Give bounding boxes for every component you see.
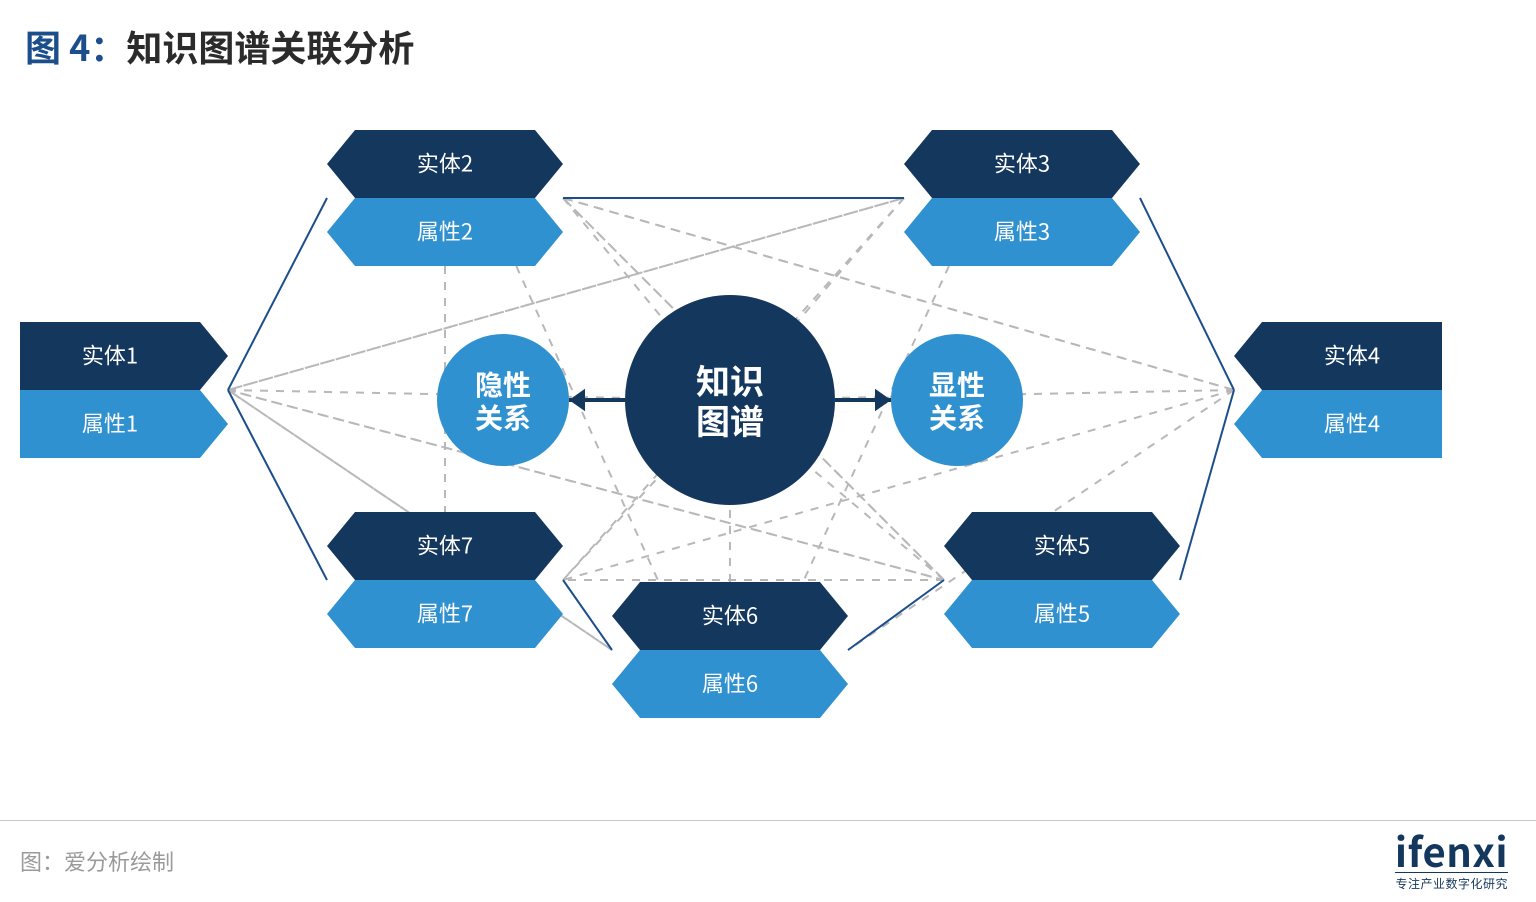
knowledge-graph-center: 知识图谱 [625, 295, 835, 505]
svg-text:实体1: 实体1 [82, 339, 138, 371]
logo-tagline: 专注产业数字化研究 [1395, 872, 1508, 892]
svg-text:属性4: 属性4 [1324, 407, 1380, 439]
entity-node-n7: 实体7 属性7 [327, 512, 563, 648]
entity-node-n6: 实体6 属性6 [612, 582, 848, 718]
svg-text:属性2: 属性2 [417, 215, 473, 247]
entity-node-n1: 实体1 属性1 [20, 322, 228, 458]
entity-node-n5: 实体5 属性5 [944, 512, 1180, 648]
svg-text:属性3: 属性3 [994, 215, 1050, 247]
svg-text:实体4: 实体4 [1324, 339, 1380, 371]
svg-text:属性7: 属性7 [417, 597, 473, 629]
svg-text:图谱: 图谱 [696, 395, 764, 444]
svg-text:实体5: 实体5 [1034, 529, 1090, 561]
svg-text:关系: 关系 [475, 397, 531, 437]
svg-text:实体3: 实体3 [994, 147, 1050, 179]
svg-text:属性6: 属性6 [702, 667, 758, 699]
entity-node-n2: 实体2 属性2 [327, 130, 563, 266]
figure-credit: 图：爱分析绘制 [20, 845, 174, 877]
divider-line [0, 820, 1536, 821]
svg-text:实体2: 实体2 [417, 147, 473, 179]
logo-text: ifenxi [1395, 830, 1508, 870]
svg-text:实体7: 实体7 [417, 529, 473, 561]
svg-text:属性1: 属性1 [82, 407, 138, 439]
explicit-relation-circle: 显性关系 [891, 334, 1023, 466]
ifenxi-logo: ifenxi 专注产业数字化研究 [1395, 830, 1508, 892]
entity-node-n4: 实体4 属性4 [1234, 322, 1442, 458]
svg-text:实体6: 实体6 [702, 599, 758, 631]
knowledge-graph-diagram: 隐性关系 显性关系知识图谱 实体1 属性1 实体2 属性2 实体3 属性3 实体4 属性4 实体5 属… [0, 0, 1536, 820]
svg-text:属性5: 属性5 [1034, 597, 1090, 629]
svg-text:关系: 关系 [929, 397, 985, 437]
implicit-relation-circle: 隐性关系 [437, 334, 569, 466]
entity-node-n3: 实体3 属性3 [904, 130, 1140, 266]
